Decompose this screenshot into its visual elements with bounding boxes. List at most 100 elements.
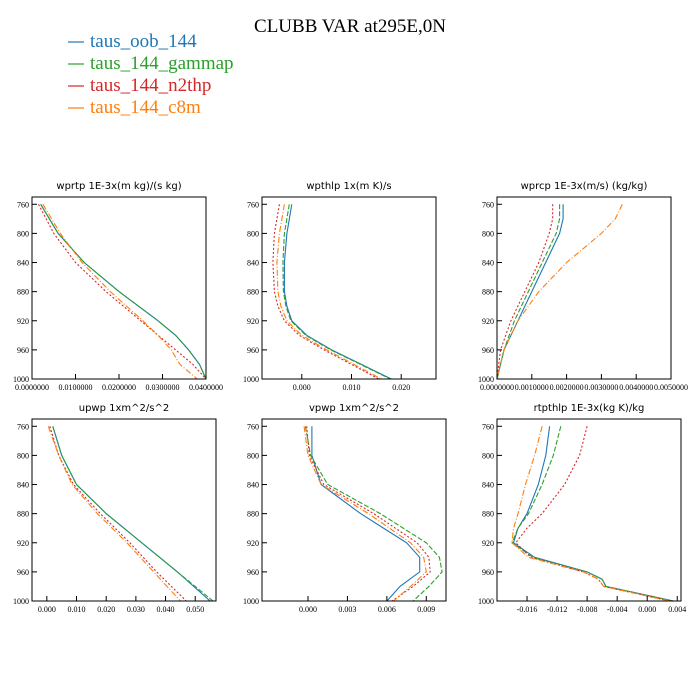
panel-1-xtick-label-1: 0.0000000 xyxy=(15,383,49,392)
panel-5-frame xyxy=(261,418,447,602)
panel-1: wprtp 1E-3x(m kg)/(s kg) 760 800 840 880 920 9… xyxy=(13,181,223,392)
panel-4-ytick-label-7: 1000 xyxy=(13,597,29,606)
panel-1-ytick-label-6: 960 xyxy=(17,346,29,355)
panel-6-xtick-label-3: -0.008 xyxy=(577,605,598,614)
panel-1-ytick-label-4: 880 xyxy=(17,288,29,297)
panel-5-series-taus_144_c8m xyxy=(303,426,427,601)
panel-5-xtick-label-1: 0.000 xyxy=(299,605,317,614)
panel-4-title: upwp 1xm^2/s^2 xyxy=(79,403,169,414)
panel-5-series-taus_oob_144 xyxy=(311,426,421,601)
panel-5-xtick-label-4: 0.009 xyxy=(417,605,435,614)
panel-4-series-taus_144_c8m xyxy=(47,426,181,601)
panel-5: vpwp 1xm^2/s^2 760 800 840 880 920 960 1000 0.00… xyxy=(243,403,447,614)
legend: taus_oob_144taus_144_gammaptaus_144_n2th… xyxy=(68,31,234,118)
legend-label-3: taus_144_n2thp xyxy=(90,75,211,96)
panel-4-ytick-label-3: 840 xyxy=(17,481,29,490)
panel-4-ytick-label-2: 800 xyxy=(17,451,29,460)
panel-1-title: wprtp 1E-3x(m kg)/(s kg) xyxy=(56,181,181,192)
panel-3-ytick-label-6: 960 xyxy=(482,346,494,355)
panels: wprtp 1E-3x(m kg)/(s kg) 760 800 840 880 920 9… xyxy=(13,181,688,614)
panel-6-xtick-label-4: -0.004 xyxy=(607,605,628,614)
panel-4-xtick-label-3: 0.020 xyxy=(97,605,115,614)
panel-1-ytick-label-7: 1000 xyxy=(13,375,29,384)
panel-6-ytick-label-4: 880 xyxy=(482,510,494,519)
panel-6-xtick-label-2: -0.012 xyxy=(547,605,568,614)
legend-label-2: taus_144_gammap xyxy=(90,53,234,74)
panel-3-ytick-label-7: 1000 xyxy=(478,375,494,384)
panel-5-title: vpwp 1xm^2/s^2 xyxy=(309,403,399,414)
panel-3-series-taus_144_c8m xyxy=(497,204,623,379)
panel-2-ytick-label-3: 840 xyxy=(247,259,259,268)
panel-1-ytick-label-2: 800 xyxy=(17,229,29,238)
panel-6-ytick-label-2: 800 xyxy=(482,451,494,460)
panel-4-frame xyxy=(31,418,217,602)
panel-1-xtick-label-4: 0.0300000 xyxy=(146,383,180,392)
panel-6-ytick-label-5: 920 xyxy=(482,539,494,548)
panel-2-series-taus_144_c8m xyxy=(276,204,382,379)
panel-4-series-taus_oob_144 xyxy=(52,426,211,601)
panel-5-xtick-label-2: 0.003 xyxy=(338,605,356,614)
panel-2-ytick-label-2: 800 xyxy=(247,229,259,238)
panel-3-ytick-label-2: 800 xyxy=(482,229,494,238)
panel-4-series-taus_144_n2thp xyxy=(49,426,187,601)
panel-2-ytick-label-5: 920 xyxy=(247,317,259,326)
panel-3-xtick-label-5: 0.0040000 xyxy=(619,383,653,392)
panel-2-ytick-label-7: 1000 xyxy=(243,375,259,384)
panel-6-frame xyxy=(496,418,682,602)
panel-6: rtpthlp 1E-3x(kg K)/kg 760 800 840 880 920 960… xyxy=(478,403,686,614)
panel-3-ytick-label-5: 920 xyxy=(482,317,494,326)
panel-6-xtick-label-5: 0.000 xyxy=(638,605,656,614)
panel-2-title: wpthlp 1x(m K)/s xyxy=(306,181,391,192)
panel-6-series-taus_144_c8m xyxy=(511,426,670,601)
panel-2-ytick-label-4: 880 xyxy=(247,288,259,297)
panel-1-series-taus_144_n2thp xyxy=(38,204,206,379)
panel-4-xtick-label-5: 0.040 xyxy=(157,605,175,614)
panel-1-xtick-label-2: 0.0100000 xyxy=(59,383,93,392)
panel-4-series-taus_144_gammap xyxy=(52,426,214,601)
figure-title: CLUBB VAR at295E,0N xyxy=(254,16,446,37)
panel-5-ytick-label-6: 960 xyxy=(247,568,259,577)
legend-label-1: taus_oob_144 xyxy=(90,31,197,52)
panel-6-series-taus_oob_144 xyxy=(512,426,674,601)
panel-5-series-taus_144_n2thp xyxy=(306,426,431,601)
panel-1-ytick-label-5: 920 xyxy=(17,317,29,326)
panel-1-xtick-label-3: 0.0200000 xyxy=(102,383,136,392)
panel-2-xtick-label-3: 0.020 xyxy=(392,383,410,392)
panel-3: wprcp 1E-3x(m/s) (kg/kg) 760 800 840 880 920 9… xyxy=(478,181,688,392)
panel-5-ytick-label-4: 880 xyxy=(247,510,259,519)
panel-3-xtick-label-6: 0.0050000 xyxy=(654,383,688,392)
panel-5-ytick-label-5: 920 xyxy=(247,539,259,548)
panel-6-ytick-label-3: 840 xyxy=(482,481,494,490)
panel-2-ytick-label-1: 760 xyxy=(247,200,259,209)
panel-5-ytick-label-1: 760 xyxy=(247,422,259,431)
panel-4-ytick-label-6: 960 xyxy=(17,568,29,577)
panel-1-series-taus_oob_144 xyxy=(40,204,206,379)
panel-3-series-taus_144_n2thp xyxy=(497,204,554,379)
panel-6-xtick-label-6: 0.004 xyxy=(668,605,686,614)
panel-4-xtick-label-4: 0.030 xyxy=(127,605,145,614)
panel-6-ytick-label-6: 960 xyxy=(482,568,494,577)
panel-4-ytick-label-1: 760 xyxy=(17,422,29,431)
panel-5-xtick-label-3: 0.006 xyxy=(378,605,396,614)
panel-1-xtick-label-5: 0.0400000 xyxy=(189,383,223,392)
panel-3-ytick-label-4: 880 xyxy=(482,288,494,297)
panel-2-series-taus_144_gammap xyxy=(282,204,391,379)
panel-6-title: rtpthlp 1E-3x(kg K)/kg xyxy=(534,403,645,414)
panel-2-xtick-label-1: 0.000 xyxy=(293,383,311,392)
panel-3-ytick-label-3: 840 xyxy=(482,259,494,268)
panel-4-ytick-label-4: 880 xyxy=(17,510,29,519)
panel-4: upwp 1xm^2/s^2 760 800 840 880 920 960 1000 0.00… xyxy=(13,403,217,614)
panel-2-xtick-label-2: 0.010 xyxy=(342,383,360,392)
panel-3-xtick-label-3: 0.0020000 xyxy=(550,383,584,392)
panel-3-series-taus_oob_144 xyxy=(497,204,564,379)
panel-6-series-taus_144_gammap xyxy=(511,426,674,601)
panel-3-frame xyxy=(496,196,672,380)
panel-1-ytick-label-1: 760 xyxy=(17,200,29,209)
panel-6-xtick-label-1: -0.016 xyxy=(517,605,538,614)
panel-5-ytick-label-3: 840 xyxy=(247,481,259,490)
panel-4-xtick-label-2: 0.010 xyxy=(68,605,86,614)
panel-6-ytick-label-7: 1000 xyxy=(478,597,494,606)
panel-4-ytick-label-5: 920 xyxy=(17,539,29,548)
panel-4-xtick-label-6: 0.050 xyxy=(186,605,204,614)
